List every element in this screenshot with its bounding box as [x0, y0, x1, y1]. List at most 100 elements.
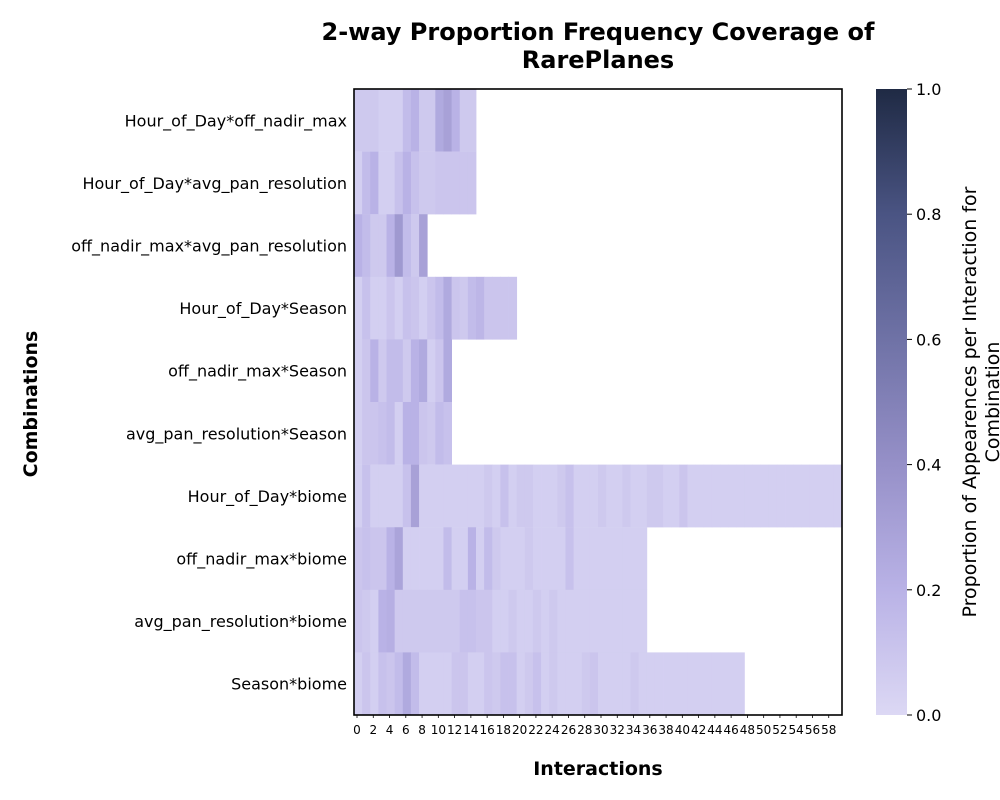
heatmap-cell — [459, 589, 469, 653]
heatmap-cell — [467, 151, 477, 215]
heatmap-cell — [386, 151, 396, 215]
heatmap-cell — [687, 652, 696, 716]
heatmap-cell — [419, 652, 428, 716]
heatmap-cell — [419, 464, 428, 528]
heatmap-cell — [492, 276, 501, 340]
x-tick-labels: 0 2 4 6 8 10 12 14 16 18 20 22 24 26 28 30 32 34 36 38 40 42 4… — [353, 715, 836, 737]
heatmap-cell — [386, 276, 396, 340]
heatmap-cell — [394, 464, 404, 528]
heatmap-cell — [736, 464, 745, 528]
heatmap-cell — [776, 464, 786, 528]
row-label: avg_pan_resolution*biome — [134, 612, 347, 632]
chart-title-line-2: RarePlanes — [522, 46, 674, 74]
heatmap-cell — [394, 589, 404, 653]
heatmap-cell — [362, 151, 371, 215]
x-tick-label: 40 — [675, 723, 690, 737]
heatmap-cell — [451, 151, 461, 215]
heatmap-cells — [354, 89, 843, 716]
heatmap-cell — [386, 402, 396, 465]
heatmap-cell — [476, 589, 485, 653]
heatmap-cell — [581, 589, 591, 653]
heatmap-cell — [500, 527, 509, 590]
heatmap-cell — [508, 589, 518, 653]
heatmap-cell — [484, 464, 493, 528]
heatmap-cell — [484, 276, 493, 340]
heatmap-cell — [402, 464, 412, 528]
heatmap-cell — [427, 151, 436, 215]
heatmap-cell — [394, 214, 404, 277]
heatmap-cell — [703, 652, 713, 716]
heatmap-cell — [711, 652, 721, 716]
heatmap-cell — [410, 151, 420, 215]
heatmap-cell — [549, 464, 558, 528]
heatmap-cell — [606, 589, 615, 653]
heatmap-cell — [679, 652, 688, 716]
heatmap-cell — [524, 464, 534, 528]
heatmap-cell — [825, 464, 835, 528]
x-tick-label: 16 — [479, 723, 494, 737]
heatmap-cell — [467, 589, 477, 653]
heatmap-cell — [370, 151, 379, 215]
heatmap-cell — [354, 402, 363, 465]
heatmap-cell — [492, 527, 501, 590]
x-tick-label: 2 — [369, 723, 377, 737]
heatmap-cell — [354, 652, 363, 716]
heatmap-cell — [378, 151, 387, 215]
x-tick-label: 44 — [707, 723, 722, 737]
heatmap-cell — [467, 276, 477, 340]
heatmap-cell — [443, 339, 452, 403]
heatmap-cell — [451, 589, 461, 653]
heatmap-cell — [467, 464, 477, 528]
heatmap-cell — [427, 402, 436, 465]
heatmap-cell — [476, 652, 485, 716]
heatmap-cell — [508, 527, 518, 590]
heatmap-cell — [484, 589, 493, 653]
heatmap-cell — [467, 89, 477, 152]
heatmap-cell — [492, 589, 501, 653]
x-tick-label: 58 — [821, 723, 836, 737]
heatmap-cell — [541, 464, 550, 528]
row-label: off_nadir_max*biome — [176, 550, 347, 570]
heatmap-cell — [419, 151, 428, 215]
heatmap-cell — [524, 527, 534, 590]
heatmap-cell — [362, 527, 371, 590]
x-tick-label: 30 — [593, 723, 608, 737]
heatmap-cell — [362, 276, 371, 340]
heatmap-cell — [386, 652, 396, 716]
row-label: Hour_of_Day*biome — [188, 487, 347, 507]
heatmap-cell — [549, 527, 558, 590]
colorbar-tick-label: 0.6 — [916, 330, 941, 349]
colorbar-tick-label: 0.2 — [916, 581, 941, 600]
heatmap-cell — [622, 527, 631, 590]
heatmap-cell — [630, 652, 640, 716]
heatmap-cell — [419, 276, 428, 340]
heatmap-cell — [435, 464, 444, 528]
heatmap-cell — [443, 276, 452, 340]
heatmap-cell — [402, 339, 412, 403]
heatmap-cell — [467, 527, 477, 590]
heatmap-cell — [549, 589, 558, 653]
heatmap-cell — [679, 464, 688, 528]
heatmap-cell — [516, 464, 526, 528]
heatmap-cell — [581, 464, 591, 528]
heatmap-cell — [484, 527, 493, 590]
x-tick-label: 28 — [577, 723, 592, 737]
heatmap-cell — [557, 527, 566, 590]
x-tick-label: 50 — [756, 723, 771, 737]
x-tick-label: 20 — [512, 723, 527, 737]
row-label: off_nadir_max*Season — [168, 362, 347, 382]
heatmap-cell — [354, 214, 363, 277]
heatmap-cell — [500, 464, 509, 528]
heatmap-cell — [663, 652, 672, 716]
heatmap-cell — [500, 276, 509, 340]
x-tick-label: 46 — [723, 723, 738, 737]
heatmap-cell — [354, 589, 363, 653]
heatmap-cell — [435, 402, 444, 465]
heatmap-cell — [427, 652, 436, 716]
heatmap-cell — [695, 652, 705, 716]
x-tick-label: 0 — [353, 723, 361, 737]
heatmap-cell — [435, 527, 444, 590]
colorbar-label-line-2: Combination — [982, 342, 1000, 463]
heatmap-cell — [614, 589, 623, 653]
heatmap-cell — [476, 276, 485, 340]
